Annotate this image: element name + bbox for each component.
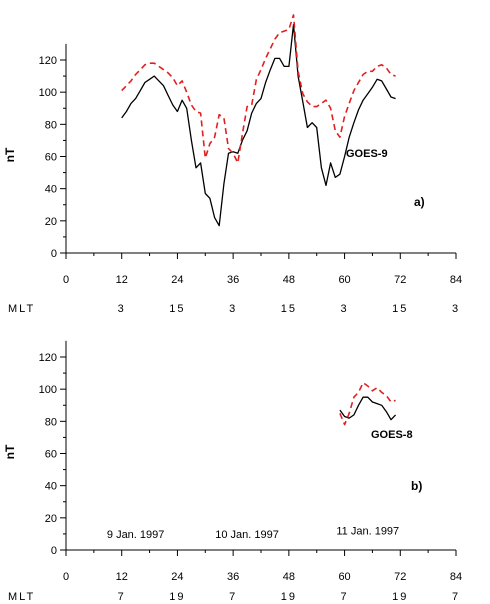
y-tick-label: 100 (39, 384, 57, 396)
mlt-value: 19 (281, 591, 297, 603)
y-tick-label: 20 (45, 513, 57, 525)
panel-b: 0 20 40 60 80 100 120 0 12 24 36 48 60 72 84 nT GOES-8 b)… (3, 340, 462, 603)
mlt-value: 19 (392, 591, 408, 603)
mlt-value: 7 (118, 591, 126, 603)
y-tick-label: 80 (45, 416, 57, 428)
y-tick-label: 40 (45, 184, 57, 196)
x-tick-label: 12 (116, 571, 128, 583)
x-tick-label: 72 (394, 274, 406, 286)
y-tick-label: 40 (45, 481, 57, 493)
series-solid-black (121, 23, 396, 227)
x-tick-label: 84 (450, 571, 462, 583)
x-tick-label: 0 (63, 274, 69, 286)
y-tick-label: 60 (45, 449, 57, 461)
series-solid-black (339, 396, 397, 421)
panel-label: a) (414, 195, 425, 209)
x-tick-label: 36 (227, 274, 239, 286)
y-tick-label: 80 (45, 119, 57, 131)
satellite-label: GOES-9 (346, 148, 388, 160)
x-tick-label: 36 (227, 571, 239, 583)
x-tick-label: 24 (171, 571, 183, 583)
date-label: 10 Jan. 1997 (215, 529, 279, 541)
x-tick-label: 84 (450, 274, 462, 286)
series-dashed-red (339, 381, 396, 426)
mlt-label: MLT (8, 591, 35, 603)
y-tick-label: 0 (51, 545, 57, 557)
x-tick-label: 72 (394, 571, 406, 583)
mlt-value: 3 (341, 303, 349, 315)
x-tick-label: 12 (116, 274, 128, 286)
y-tick-label: 120 (39, 55, 57, 67)
y-tick-label: 100 (39, 87, 57, 99)
x-tick-label: 48 (283, 274, 295, 286)
date-label: 11 Jan. 1997 (336, 526, 399, 538)
mlt-value: 3 (118, 303, 126, 315)
mlt-value: 7 (341, 591, 349, 603)
mlt-label: MLT (8, 303, 35, 315)
mlt-value: 15 (392, 303, 408, 315)
y-tick-label: 60 (45, 152, 57, 164)
satellite-label: GOES-8 (371, 429, 413, 441)
mlt-value: 15 (169, 303, 185, 315)
x-tick-label: 60 (338, 571, 350, 583)
y-axis-label: nT (3, 147, 17, 162)
x-tick-label: 0 (63, 571, 69, 583)
date-label: 9 Jan. 1997 (107, 529, 165, 541)
mlt-value: 19 (169, 591, 185, 603)
x-tick-label: 60 (338, 274, 350, 286)
y-axis-label: nT (3, 444, 17, 459)
panel-label: b) (411, 479, 422, 493)
mlt-value: 3 (229, 303, 237, 315)
y-tick-label: 20 (45, 216, 57, 228)
y-tick-label: 120 (39, 352, 57, 364)
mlt-value: 7 (452, 591, 460, 603)
mlt-value: 3 (452, 303, 460, 315)
x-tick-label: 48 (283, 571, 295, 583)
series-dashed-red (121, 14, 396, 164)
y-tick-label: 0 (51, 248, 57, 260)
x-tick-label: 24 (171, 274, 183, 286)
mlt-value: 7 (229, 591, 237, 603)
mlt-value: 15 (281, 303, 297, 315)
panel-a: 0 20 40 60 80 100 120 0 12 24 36 48 60 72 84 nT GOES-9 a)… (3, 14, 462, 315)
